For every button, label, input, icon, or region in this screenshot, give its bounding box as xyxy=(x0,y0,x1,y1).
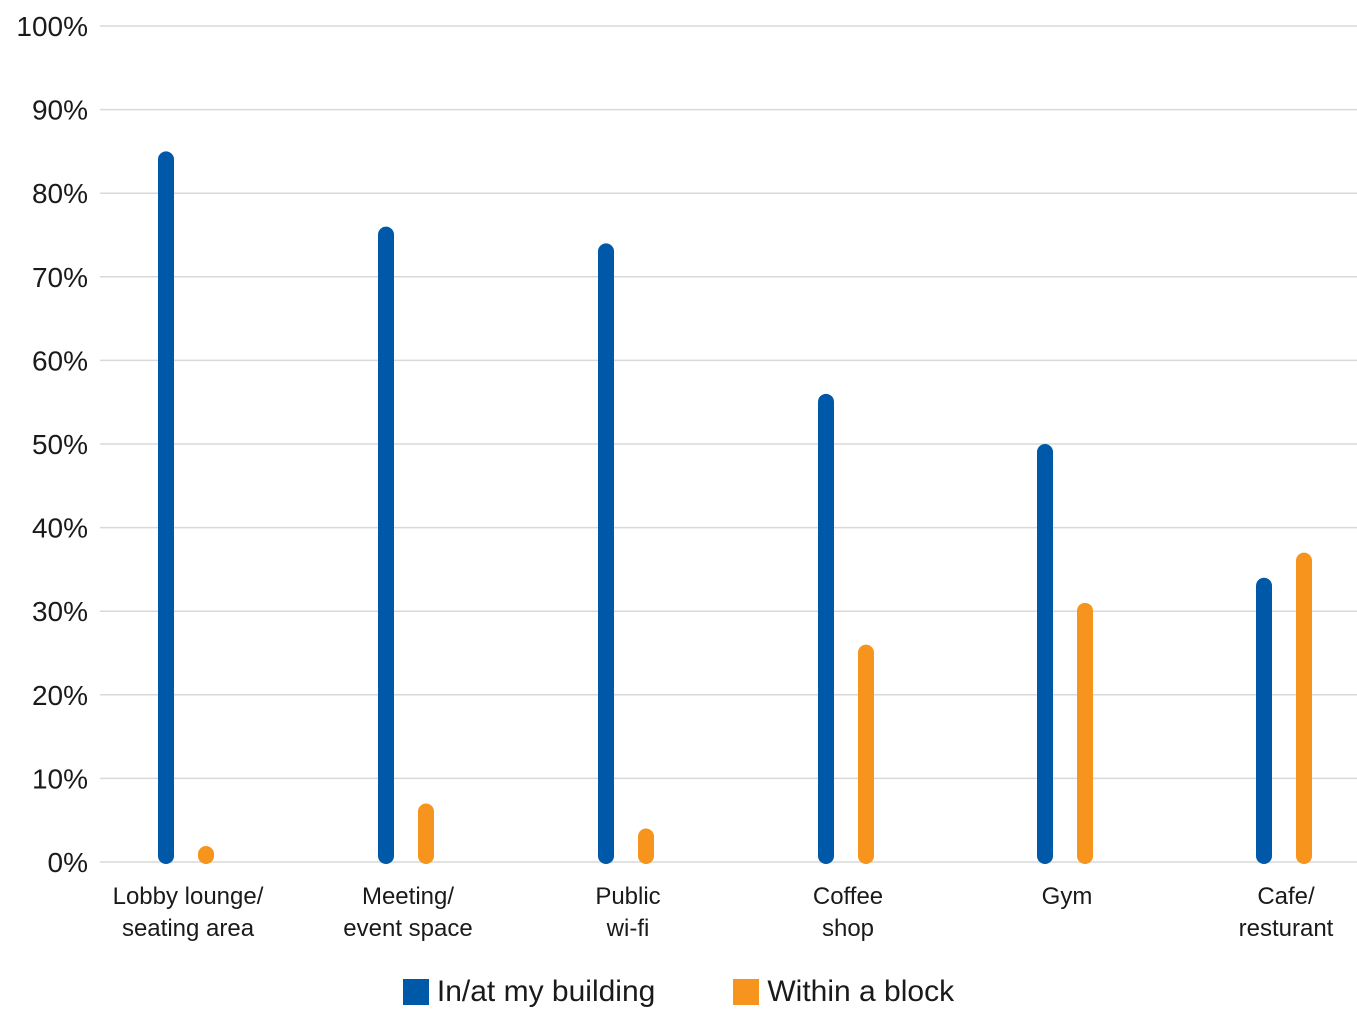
bar-series-2-cat-6 xyxy=(1296,552,1312,864)
bar-series-1-cat-3 xyxy=(598,243,614,865)
y-tick-label: 20% xyxy=(32,680,88,711)
legend: In/at my building Within a block xyxy=(0,974,1357,1010)
legend-label-series-2: Within a block xyxy=(767,975,955,1008)
y-tick-label: 70% xyxy=(32,262,88,293)
x-tick-label: Meeting/event space xyxy=(343,883,472,942)
x-tick-label-line: Lobby lounge/ xyxy=(113,883,264,910)
legend-item-series-2: Within a block xyxy=(733,974,954,1010)
x-tick-label-line: wi-fi xyxy=(606,915,650,942)
y-tick-label: 80% xyxy=(32,178,88,209)
x-tick-label: Lobby lounge/seating area xyxy=(113,883,264,942)
x-tick-label-line: Coffee xyxy=(813,883,883,910)
x-tick-label-line: seating area xyxy=(122,915,255,942)
x-tick-label-line: Meeting/ xyxy=(362,883,454,910)
bar-series-2-cat-1 xyxy=(198,846,214,864)
bar-series-1-cat-6 xyxy=(1256,577,1272,864)
bar-series-1-cat-1 xyxy=(158,151,174,864)
x-tick-label: Gym xyxy=(1042,883,1093,910)
x-tick-label-line: shop xyxy=(822,915,874,942)
y-tick-label: 100% xyxy=(16,11,88,42)
bar-chart: 0% 10% 20% 30% 40% 50% 60% 70% 80% 90% 100% Lobby l… xyxy=(16,11,1357,942)
legend-label-series-1: In/at my building xyxy=(436,975,656,1008)
y-tick-label: 60% xyxy=(32,345,88,376)
bar-series-2-cat-4 xyxy=(858,644,874,864)
legend-swatch-series-2 xyxy=(733,979,760,1005)
x-tick-label-line: Gym xyxy=(1042,883,1093,910)
x-tick-label: Cafe/resturant xyxy=(1239,883,1334,942)
y-tick-label: 0% xyxy=(48,847,88,878)
y-tick-label: 10% xyxy=(32,763,88,794)
x-tick-label: Coffee shop xyxy=(813,883,883,942)
bar-series-2-cat-2 xyxy=(418,803,434,864)
bar-series-1-cat-5 xyxy=(1037,444,1053,864)
bar-series-2-cat-5 xyxy=(1077,602,1093,864)
x-tick-label: Public wi-fi xyxy=(595,883,660,942)
bar-series-1-cat-4 xyxy=(818,393,834,864)
x-tick-label-line: Public xyxy=(595,883,660,910)
legend-item-series-1: In/at my building xyxy=(402,974,656,1010)
y-tick-label: 30% xyxy=(32,596,88,627)
bar-series-1-cat-2 xyxy=(378,226,394,864)
x-tick-label-line: resturant xyxy=(1239,915,1334,942)
bar-series-2-cat-3 xyxy=(638,828,654,864)
y-tick-label: 40% xyxy=(32,513,88,544)
legend-swatch-series-1 xyxy=(402,979,429,1005)
x-tick-label-line: Cafe/ xyxy=(1257,883,1315,910)
y-tick-label: 90% xyxy=(32,95,88,126)
y-tick-label: 50% xyxy=(32,429,88,460)
x-tick-label-line: event space xyxy=(343,915,472,942)
